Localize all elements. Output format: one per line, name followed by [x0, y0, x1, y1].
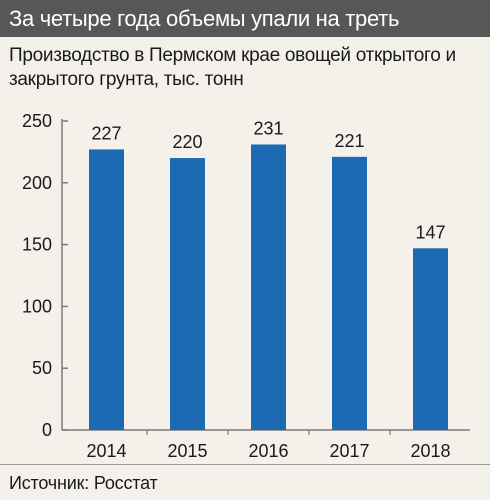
title-bar: За четыре года объемы упали на треть	[0, 0, 490, 37]
y-tick-label: 200	[22, 173, 52, 193]
bar-value-label: 227	[91, 123, 121, 143]
bar	[170, 158, 205, 430]
y-tick-label: 100	[22, 296, 52, 316]
y-tick-label: 0	[42, 420, 52, 440]
bar	[413, 248, 448, 430]
bar	[332, 156, 367, 430]
bar-value-label: 231	[253, 118, 283, 138]
bar	[251, 144, 286, 430]
source-note: Источник: Росстат	[9, 473, 158, 493]
footer-divider	[0, 464, 490, 465]
y-tick-label: 150	[22, 235, 52, 255]
chart-title: За четыре года объемы упали на треть	[9, 6, 400, 31]
x-tick-label: 2018	[410, 441, 450, 461]
x-tick-label: 2015	[167, 441, 207, 461]
x-tick-label: 2014	[86, 441, 126, 461]
y-tick-label: 50	[32, 358, 52, 378]
bar-value-label: 220	[172, 132, 202, 152]
chart-subtitle: Производство в Пермском крае овощей откр…	[9, 45, 456, 90]
bar	[89, 149, 124, 430]
x-tick-label: 2016	[248, 441, 288, 461]
y-tick-label: 250	[22, 111, 52, 131]
bar-chart: 0 50 100 150 200 250 227 2014 220 2015 231 2016 221 2…	[22, 111, 470, 461]
bar-value-label: 147	[415, 222, 445, 242]
x-tick-label: 2017	[329, 441, 369, 461]
bar-value-label: 221	[334, 131, 364, 151]
